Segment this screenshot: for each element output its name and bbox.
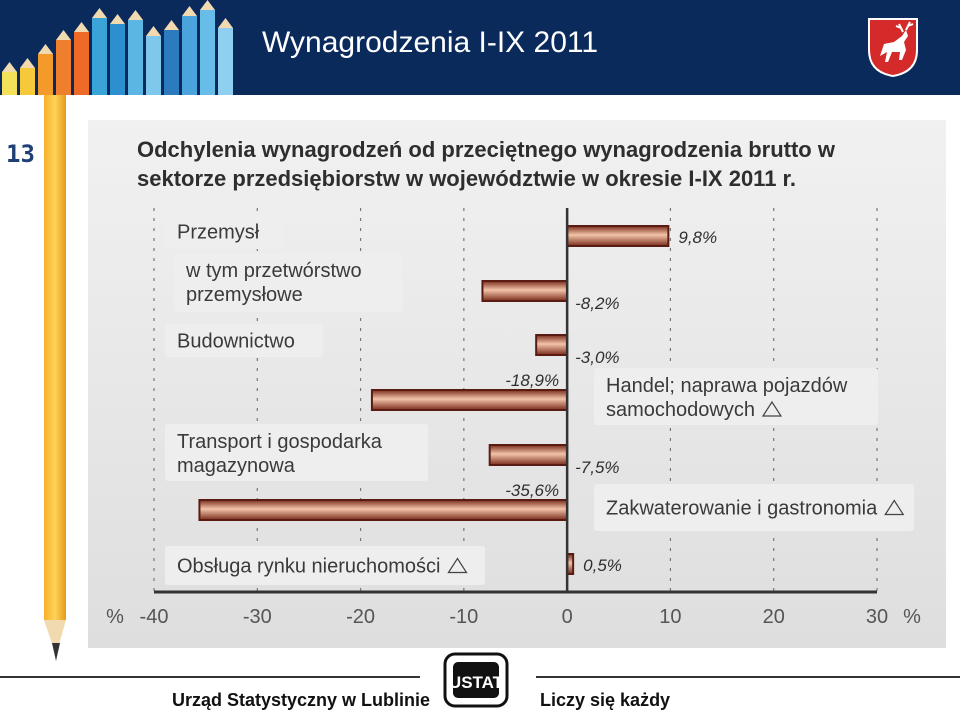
pencil-stick: [20, 68, 35, 95]
logo-text: USTAT: [449, 673, 504, 692]
x-tick-label: -20: [346, 606, 375, 628]
x-tick-label: 30: [866, 606, 888, 628]
pencil-icon: [44, 95, 66, 661]
data-label: -18,9%: [505, 371, 559, 390]
category-label: Transport i gospodarka: [177, 431, 383, 453]
pencil-stick: [56, 40, 71, 95]
data-label: -8,2%: [575, 294, 619, 313]
pencil-tip: [164, 20, 179, 30]
pencil-stick: [92, 18, 107, 95]
category-label: w tym przetwórstwo: [185, 260, 362, 282]
pencil-stick: [164, 30, 179, 95]
pencil-tip: [20, 58, 35, 68]
pencil-stick: [110, 24, 125, 95]
x-tick-label: -10: [449, 606, 478, 628]
pencil-tip: [146, 26, 161, 36]
x-unit-label-left: %: [106, 606, 124, 628]
bar: [488, 444, 569, 466]
x-tick-label: 20: [763, 606, 785, 628]
bar: [535, 334, 569, 356]
pencil-stick: [146, 36, 161, 95]
category-label: Przemysł: [177, 222, 260, 244]
chart-title: Odchylenia wynagrodzeń od przeciętnego w…: [137, 137, 835, 191]
pencil-stick: [38, 54, 53, 95]
x-tick-label: 0: [562, 606, 573, 628]
x-unit-label-right: %: [903, 606, 921, 628]
category-label: Budownictwo: [177, 331, 295, 353]
footer-office-name: Urząd Statystyczny w Lublinie: [172, 690, 431, 710]
colored-pencils-icon: [2, 0, 233, 95]
category-label: Obsługa rynku nieruchomości: [177, 556, 440, 578]
pencil-stick: [74, 32, 89, 95]
data-label: -35,6%: [505, 481, 559, 500]
triangle-marker-icon: [761, 400, 783, 417]
bar: [198, 499, 569, 521]
footer-divider-right: [536, 676, 960, 678]
data-label: 0,5%: [583, 556, 622, 575]
pencil-tip: [128, 10, 143, 20]
x-tick-label: -30: [243, 606, 272, 628]
category-label: Zakwaterowanie i gastronomia: [606, 498, 878, 520]
category-label-box: [594, 368, 878, 425]
page-number: 13: [6, 140, 35, 168]
pencil-stick: [2, 72, 17, 95]
pencil-tip: [74, 22, 89, 32]
data-label: -3,0%: [575, 348, 619, 367]
bar: [481, 280, 569, 302]
bar: [566, 225, 670, 247]
footer-slogan: Liczy się każdy: [540, 690, 671, 710]
category-label-box: [594, 484, 914, 531]
pencil-tip: [2, 62, 17, 72]
footer-divider-left: [0, 676, 420, 678]
pencil-stick: [182, 16, 197, 95]
category-label: magazynowa: [177, 455, 296, 477]
pencil-stick: [128, 20, 143, 95]
pencil-tip: [92, 8, 107, 18]
pencil-tip: [56, 30, 71, 40]
slide-title: Wynagrodzenia I-IX 2011: [262, 26, 599, 59]
x-tick-label: -40: [140, 606, 169, 628]
pencil-stick: [200, 10, 215, 95]
data-label: 9,8%: [678, 228, 717, 247]
category-label-box: [165, 324, 323, 357]
category-label-box: [165, 546, 485, 585]
category-label: przemysłowe: [186, 284, 303, 306]
pencil-tip: [200, 0, 215, 10]
bar: [370, 389, 569, 411]
category-label: Handel; naprawa pojazdów: [606, 375, 848, 397]
category-label: samochodowych: [606, 399, 755, 421]
data-label: -7,5%: [575, 458, 619, 477]
pencil-tip: [182, 6, 197, 16]
pencil-stick: [218, 28, 233, 95]
triangle-marker-icon: [447, 557, 468, 574]
deer-coat-of-arms-icon: [868, 18, 918, 78]
ustat-logo-icon: USTAT: [443, 652, 509, 708]
x-tick-label: 10: [659, 606, 681, 628]
category-label-box: [174, 253, 403, 312]
category-label-box: [165, 214, 283, 249]
pencil-tip: [38, 44, 53, 54]
pencil-tip: [110, 14, 125, 24]
category-label-box: [165, 424, 428, 481]
triangle-marker-icon: [884, 499, 905, 516]
pencil-tip: [218, 18, 233, 28]
